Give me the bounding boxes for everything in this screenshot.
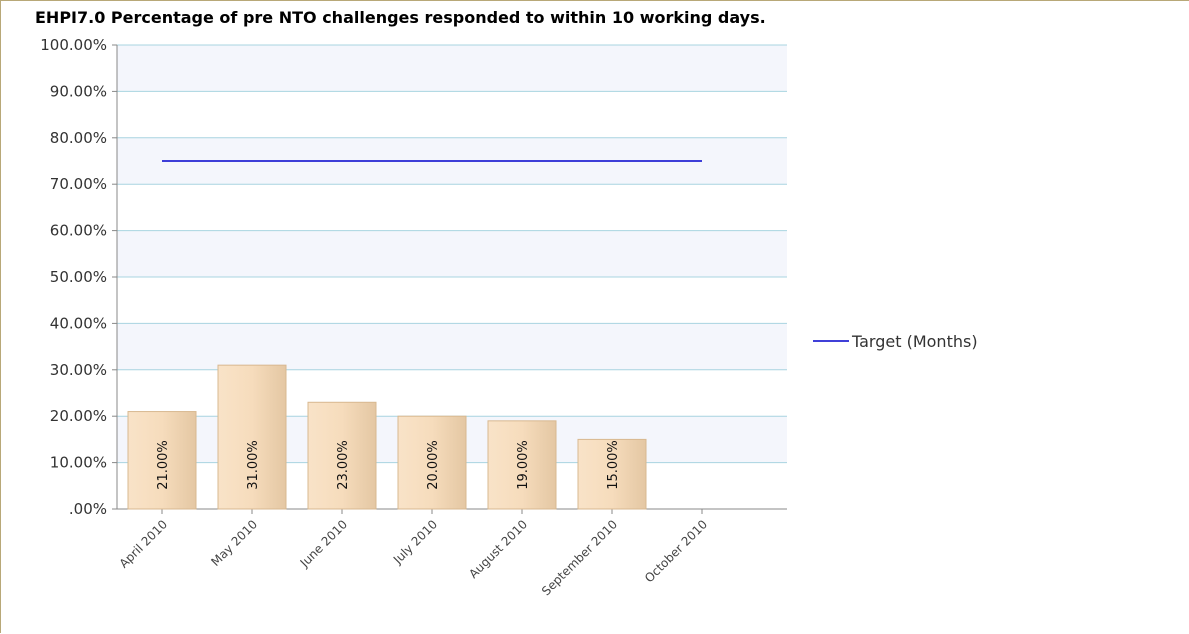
plot-band bbox=[117, 323, 787, 370]
x-tick-label: June 2010 bbox=[297, 517, 350, 570]
plot-band bbox=[117, 277, 787, 324]
y-tick-label: .00% bbox=[69, 500, 107, 518]
bar bbox=[127, 411, 197, 510]
x-tick-label: August 2010 bbox=[466, 517, 530, 581]
bar-data-label: 21.00% bbox=[156, 440, 171, 490]
plot-band bbox=[117, 230, 787, 277]
bar bbox=[487, 420, 557, 510]
bar-data-label: 19.00% bbox=[516, 440, 531, 490]
legend-label: Target (Months) bbox=[851, 332, 978, 351]
y-tick-label: 70.00% bbox=[50, 175, 107, 193]
y-tick-label: 50.00% bbox=[50, 268, 107, 286]
bar-data-label: 31.00% bbox=[246, 440, 261, 490]
x-tick-label: September 2010 bbox=[539, 517, 620, 598]
plot-band bbox=[117, 45, 787, 92]
legend: Target (Months) bbox=[813, 332, 978, 351]
bar bbox=[577, 438, 647, 510]
bar-data-label: 23.00% bbox=[336, 440, 351, 490]
y-tick-label: 90.00% bbox=[50, 82, 107, 100]
x-tick-label: July 2010 bbox=[390, 517, 440, 567]
bar-series: 21.00% 31.00% 23.00% 20.00% 19.00% 15.00% bbox=[127, 364, 647, 510]
bar bbox=[397, 415, 467, 510]
y-tick-labels: .00% 10.00% 20.00% 30.00% 40.00% 50.00% 60.00%… bbox=[40, 36, 107, 518]
y-tick-label: 40.00% bbox=[50, 314, 107, 332]
plot-band bbox=[117, 91, 787, 138]
y-tick-label: 80.00% bbox=[50, 129, 107, 147]
x-tick-label: April 2010 bbox=[117, 517, 171, 571]
bar-data-label: 20.00% bbox=[426, 440, 441, 490]
y-tick-label: 30.00% bbox=[50, 361, 107, 379]
x-tick-label: May 2010 bbox=[208, 517, 260, 569]
x-tick-labels: April 2010 May 2010 June 2010 July 2010 Augu… bbox=[117, 517, 711, 598]
bar bbox=[217, 364, 287, 510]
plot-band bbox=[117, 184, 787, 231]
x-tick-label: October 2010 bbox=[642, 517, 710, 585]
chart-title: EHPI7.0 Percentage of pre NTO challenges… bbox=[35, 8, 766, 27]
y-tick-label: 20.00% bbox=[50, 407, 107, 425]
y-tick-label: 100.00% bbox=[40, 36, 107, 54]
bar bbox=[307, 401, 377, 510]
y-tick-label: 60.00% bbox=[50, 222, 107, 240]
bar-data-label: 15.00% bbox=[606, 440, 621, 490]
y-tick-label: 10.00% bbox=[50, 454, 107, 472]
